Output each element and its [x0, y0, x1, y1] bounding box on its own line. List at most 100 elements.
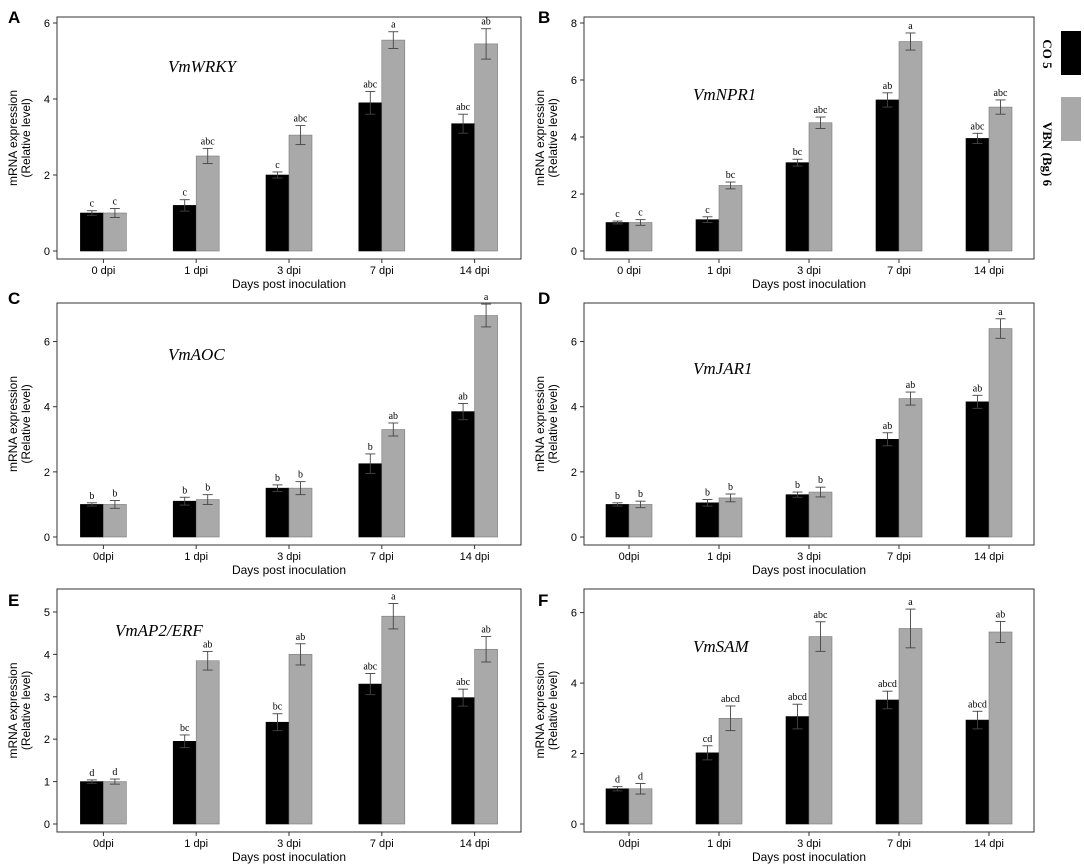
legend-label-co5: CO 5	[1040, 39, 1055, 69]
panel-b-xtick-label: 14 dpi	[974, 265, 1004, 277]
panel-a-sig-label: abc	[201, 136, 215, 147]
panel-b-bar-co5	[965, 138, 990, 252]
panel-a-xlabel: Days post inoculation	[232, 277, 346, 291]
panel-a-xtick-label: 7 dpi	[370, 265, 394, 277]
legend-swatch-vbn	[1061, 97, 1081, 141]
panel-b-bar-vbn	[988, 106, 1013, 252]
panel-d-bar-co5	[605, 504, 630, 538]
panel-e-ytick-label: 0	[44, 819, 50, 831]
panel-b-sig-label: abc	[814, 105, 828, 116]
panel-c-xtick-label: 14 dpi	[460, 551, 490, 563]
panel-e-sig-label: abc	[456, 677, 470, 688]
panel-c-sig-label: a	[484, 292, 489, 303]
panel-c-bar-co5	[358, 463, 383, 538]
panel-f-xtick-label: 7 dpi	[887, 838, 911, 850]
panel-f-bar-co5	[605, 788, 630, 825]
panel-a-sig-label: c	[275, 160, 280, 171]
panel-f-ytick-label: 0	[571, 819, 577, 831]
panel-b-bar-co5	[785, 162, 810, 252]
panel-f-xtick-label: 1 dpi	[707, 838, 731, 850]
panel-f-ylabel-line1: mRNA expression	[533, 662, 547, 758]
panel-a-sig-label: abc	[294, 114, 308, 125]
panel-f-xtick-label: 14 dpi	[974, 838, 1004, 850]
panel-f-bar-vbn	[988, 631, 1013, 825]
panel-a-xtick-label: 0 dpi	[91, 265, 115, 277]
panel-a-bar-vbn	[103, 212, 127, 252]
panel-a-bar-vbn	[381, 39, 406, 252]
panel-f-xtick-label: 0dpi	[619, 838, 640, 850]
panel-f-bar-co5	[695, 752, 720, 825]
panel-b-bar-vbn	[898, 41, 923, 252]
panel-b-bar-co5	[605, 222, 630, 252]
panel-d-sig-label: ab	[973, 383, 982, 394]
panel-e-sig-label: d	[112, 767, 117, 778]
panel-a-sig-label: abc	[363, 79, 377, 90]
panel-c-sig-label: b	[182, 485, 187, 496]
panel-e-xtick-label: 0dpi	[93, 838, 114, 850]
panel-f-xlabel: Days post inoculation	[752, 850, 866, 864]
panel-b-bar-vbn	[808, 122, 833, 252]
panel-c-bar-co5	[172, 500, 197, 538]
panel-e-letter: E	[8, 591, 19, 610]
panel-a-ylabel-line1: mRNA expression	[6, 90, 20, 186]
panel-a-sig-label: abc	[456, 102, 470, 113]
panel-e-xtick-label: 7 dpi	[370, 838, 394, 850]
panel-d-bar-vbn	[808, 491, 833, 538]
panel-d-ytick-label: 0	[571, 532, 577, 544]
panel-a-ytick-label: 6	[44, 18, 50, 30]
panel-c-sig-label: b	[205, 483, 210, 494]
panel-a-sig-label: c	[113, 196, 118, 207]
panel-c-xtick-label: 1 dpi	[184, 551, 208, 563]
panel-b-sig-label: a	[908, 21, 913, 32]
panel-f-ylabel-line2: (Relative level)	[546, 671, 560, 750]
panel-d-xtick-label: 1 dpi	[707, 551, 731, 563]
panel-b-xlabel: Days post inoculation	[752, 277, 866, 291]
panel-b-sig-label: c	[615, 209, 620, 220]
panel-c-ytick-label: 0	[44, 532, 50, 544]
panel-e-sig-label: d	[89, 768, 94, 779]
panel-e-sig-label: bc	[180, 723, 190, 734]
panel-c-bar-co5	[80, 504, 104, 538]
panel-d-sig-label: b	[638, 489, 643, 500]
panel-b-bar-co5	[695, 219, 720, 252]
panel-e-ytick-label: 3	[44, 692, 50, 704]
chart-panel-b: B VmNPR1 0 2 4 6 8 mRNA expression (Relative lev…	[533, 8, 1035, 291]
panel-a-ylabel-line2: (Relative level)	[19, 98, 33, 177]
panel-a-bar-co5	[451, 123, 475, 252]
panel-e-bar-vbn	[474, 648, 498, 825]
panel-d-xlabel: Days post inoculation	[752, 563, 866, 577]
panel-f-sig-label: cd	[703, 734, 712, 745]
panel-c-bar-co5	[451, 411, 475, 538]
panel-d-sig-label: ab	[883, 421, 892, 432]
panel-c-xtick-label: 7 dpi	[370, 551, 394, 563]
panel-e-sig-label: ab	[296, 632, 305, 643]
panel-a-bar-vbn	[288, 134, 313, 252]
panel-c-sig-label: b	[298, 470, 303, 481]
panel-b-ytick-label: 4	[571, 132, 577, 144]
panel-f-bar-co5	[875, 699, 900, 825]
panel-a-ytick-label: 4	[44, 94, 50, 106]
panel-b-sig-label: c	[638, 208, 643, 219]
panel-b-ytick-label: 6	[571, 75, 577, 87]
chart-panel-e: E VmAP2/ERF 0 1 2 3 4 5 mRNA expression (Relative…	[6, 588, 522, 864]
panel-b-ylabel-line1: mRNA expression	[533, 90, 547, 186]
panel-c-ytick-label: 2	[44, 467, 50, 479]
panel-b-xtick-label: 7 dpi	[887, 265, 911, 277]
panel-b-xtick-label: 0 dpi	[617, 265, 641, 277]
panel-d-bar-co5	[965, 401, 990, 538]
panel-d-sig-label: b	[795, 480, 800, 491]
panel-a-xtick-label: 1 dpi	[184, 265, 208, 277]
panel-e-bar-vbn	[195, 660, 220, 825]
panel-d-sig-label: b	[728, 482, 733, 493]
chart-panel-a: A VmWRKY 0 2 4 6 mRNA expression (Relative leve…	[6, 8, 522, 291]
panel-e-bar-vbn	[103, 781, 127, 825]
panel-e-ylabel-line1: mRNA expression	[6, 662, 20, 758]
panel-d-bar-vbn	[628, 504, 653, 538]
panel-b-letter: B	[538, 8, 550, 27]
panel-d-bar-vbn	[718, 497, 743, 538]
panel-b-xtick-label: 3 dpi	[797, 265, 821, 277]
panel-b-ytick-label: 0	[571, 246, 577, 258]
panel-b-sig-label: bc	[793, 147, 803, 158]
panel-c-ytick-label: 6	[44, 337, 50, 349]
